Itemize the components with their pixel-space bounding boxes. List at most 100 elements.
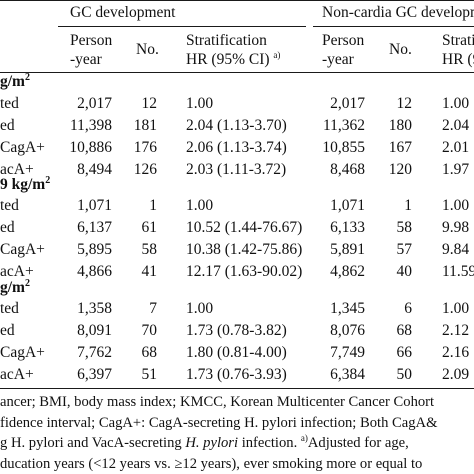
hr-cell: 1.00 [186,95,214,112]
count-cell-2: 68 [396,322,413,339]
table-footnote: ancer; BMI, body mass index; KMCC, Korea… [0,392,437,474]
person-year-cell-2: 8,076 [330,322,365,339]
count-cell-2: 12 [396,95,413,112]
person-year-cell: 6,137 [77,219,112,236]
gc-development-heading: GC development [70,4,176,21]
count-cell: 7 [149,300,157,317]
person-year-cell-2: 1,345 [330,300,365,317]
person-year-cell: 10,886 [69,139,112,156]
count-cell-2: 167 [388,139,412,156]
row-label: ed [0,117,15,134]
col-person-year-2: Person -year [322,32,365,68]
hr-cell-2: 1.97 [442,161,470,178]
person-year-cell-2: 2,017 [330,95,365,112]
hr-cell-2: 2.09 [442,366,470,383]
hr-cell: 1.80 (0.81-4.00) [186,344,287,361]
table-top-rule [0,0,474,2]
col-person-year: Person -year [70,32,113,68]
person-year-cell: 6,397 [77,366,112,383]
count-cell: 126 [133,161,157,178]
group-label-bmi-1: g/m2 [0,72,30,91]
hr-cell-2: 9.98 [442,219,470,236]
count-cell-2: 57 [396,241,413,258]
footnote-line: ancer; BMI, body mass index; KMCC, Korea… [0,394,435,410]
person-year-cell: 8,091 [77,322,112,339]
row-label: CagA+ [0,241,45,258]
person-year-cell: 1,358 [77,300,112,317]
person-year-cell-2: 6,133 [330,219,365,236]
count-cell: 12 [141,95,158,112]
table-bottom-rule [0,388,474,390]
col-no-2: No. [389,41,412,58]
col-no: No. [136,41,159,58]
count-cell: 41 [141,263,158,280]
person-year-cell: 7,762 [77,344,112,361]
count-cell-2: 6 [404,300,412,317]
person-year-cell: 8,494 [77,161,112,178]
group-label-bmi-2: 9 kg/m2 [0,175,51,194]
count-cell-2: 120 [388,161,412,178]
hr-cell: 12.17 (1.63-90.02) [186,263,303,280]
count-cell: 58 [141,241,158,258]
person-year-cell: 4,866 [77,263,112,280]
row-label: ed [0,322,15,339]
person-year-cell-2: 8,468 [330,161,365,178]
count-cell: 70 [141,322,158,339]
person-year-cell-2: 6,384 [330,366,365,383]
person-year-cell: 1,071 [77,197,112,214]
person-year-cell: 11,398 [69,117,112,134]
person-year-cell-2: 4,862 [330,263,365,280]
person-year-cell-2: 1,071 [330,197,365,214]
noncardia-group-underline [313,26,474,28]
person-year-cell-2: 5,891 [330,241,365,258]
footnote-line: g H. pylori and VacA-secreting H. pylori… [0,433,409,452]
gc-group-underline [58,26,306,28]
hr-cell-2: 2.16 [442,344,470,361]
count-cell-2: 40 [396,263,413,280]
hr-cell: 1.00 [186,197,214,214]
row-label: CagA+ [0,344,45,361]
count-cell-2: 66 [396,344,413,361]
count-cell-2: 50 [396,366,413,383]
hr-cell: 2.03 (1.11-3.72) [186,161,287,178]
count-cell: 61 [141,219,158,236]
hr-cell-2: 9.84 [442,241,470,258]
hr-cell: 10.52 (1.44-76.67) [186,219,303,236]
group-label-bmi-3: g/m2 [0,278,30,297]
person-year-cell-2: 11,362 [322,117,365,134]
row-label: acA+ [0,366,34,383]
row-label: acA+ [0,161,34,178]
hr-cell: 1.73 (0.76-3.93) [186,366,287,383]
col-stratification-hr-2: Strati HR (9 [442,32,474,68]
row-label: ed [0,219,15,236]
row-label: acA+ [0,263,34,280]
hr-cell: 1.73 (0.78-3.82) [186,322,287,339]
hr-cell: 10.38 (1.42-75.86) [186,241,303,258]
person-year-cell: 5,895 [77,241,112,258]
hr-cell-2: 2.01 [442,139,470,156]
col-stratification-hr: Stratification HR (95% CI) a) [186,32,281,68]
hr-cell: 2.06 (1.13-3.74) [186,139,287,156]
header-bottom-rule [0,72,474,74]
row-label: CagA+ [0,139,45,156]
count-cell-2: 1 [404,197,412,214]
count-cell-2: 58 [396,219,413,236]
hr-cell: 1.00 [186,300,214,317]
count-cell: 176 [133,139,157,156]
row-label: ted [0,300,19,317]
count-cell: 68 [141,344,158,361]
count-cell-2: 180 [388,117,412,134]
hr-cell-2: 2.12 [442,322,470,339]
footnote-line: ducation years (<12 years vs. ≥12 years)… [0,455,423,472]
count-cell: 51 [141,366,158,383]
footnote-line: fidence interval; CagA+: CagA-secreting … [0,414,438,431]
person-year-cell-2: 10,855 [322,139,365,156]
hr-cell-2: 2.04 [442,117,470,134]
hr-cell-2: 1.00 [442,95,470,112]
row-label: ted [0,95,19,112]
hr-cell-2: 1.00 [442,197,470,214]
count-cell: 1 [149,197,157,214]
person-year-cell: 2,017 [77,95,112,112]
hr-cell-2: 11.59 [442,263,474,280]
count-cell: 181 [133,117,157,134]
